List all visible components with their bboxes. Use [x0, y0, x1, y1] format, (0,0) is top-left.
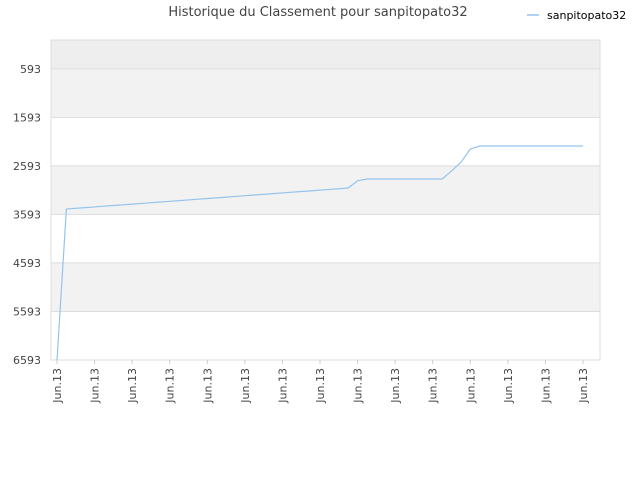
legend-label: sanpitopato32 — [547, 9, 626, 22]
band — [51, 117, 600, 166]
x-tick-label: Jun.13 — [201, 368, 214, 404]
y-tick-label: 5593 — [13, 305, 41, 318]
x-tick-label: Jun.13 — [539, 368, 552, 404]
band — [51, 262, 600, 312]
x-tick-label: Jun.13 — [577, 368, 590, 404]
x-tick-label: Jun.13 — [239, 368, 252, 404]
y-tick-label: 593 — [20, 63, 41, 76]
y-tick-label: 6593 — [13, 354, 41, 367]
y-tick-label: 4593 — [13, 257, 41, 270]
y-tick-label: 2593 — [13, 160, 41, 173]
x-tick-label: Jun.13 — [89, 368, 102, 404]
x-tick-label: Jun.13 — [352, 368, 365, 404]
x-tick-label: Jun.13 — [276, 368, 289, 404]
band — [51, 40, 600, 69]
chart-title: Historique du Classement pour sanpitopat… — [168, 5, 467, 20]
x-tick-label: Jun.13 — [51, 368, 64, 404]
x-tick-label: Jun.13 — [502, 368, 515, 404]
series-line — [56, 145, 583, 361]
x-tick-label: Jun.13 — [164, 368, 177, 404]
y-tick-label: 3593 — [13, 208, 41, 221]
x-tick-label: Jun.13 — [126, 368, 139, 404]
x-tick-label: Jun.13 — [389, 368, 402, 404]
x-tick-label: Jun.13 — [464, 368, 477, 404]
x-tick-label: Jun.13 — [314, 368, 327, 404]
y-tick-label: 1593 — [13, 111, 41, 124]
band — [51, 214, 600, 263]
x-tick-label: Jun.13 — [427, 368, 440, 404]
band — [51, 68, 600, 118]
band — [51, 311, 600, 360]
